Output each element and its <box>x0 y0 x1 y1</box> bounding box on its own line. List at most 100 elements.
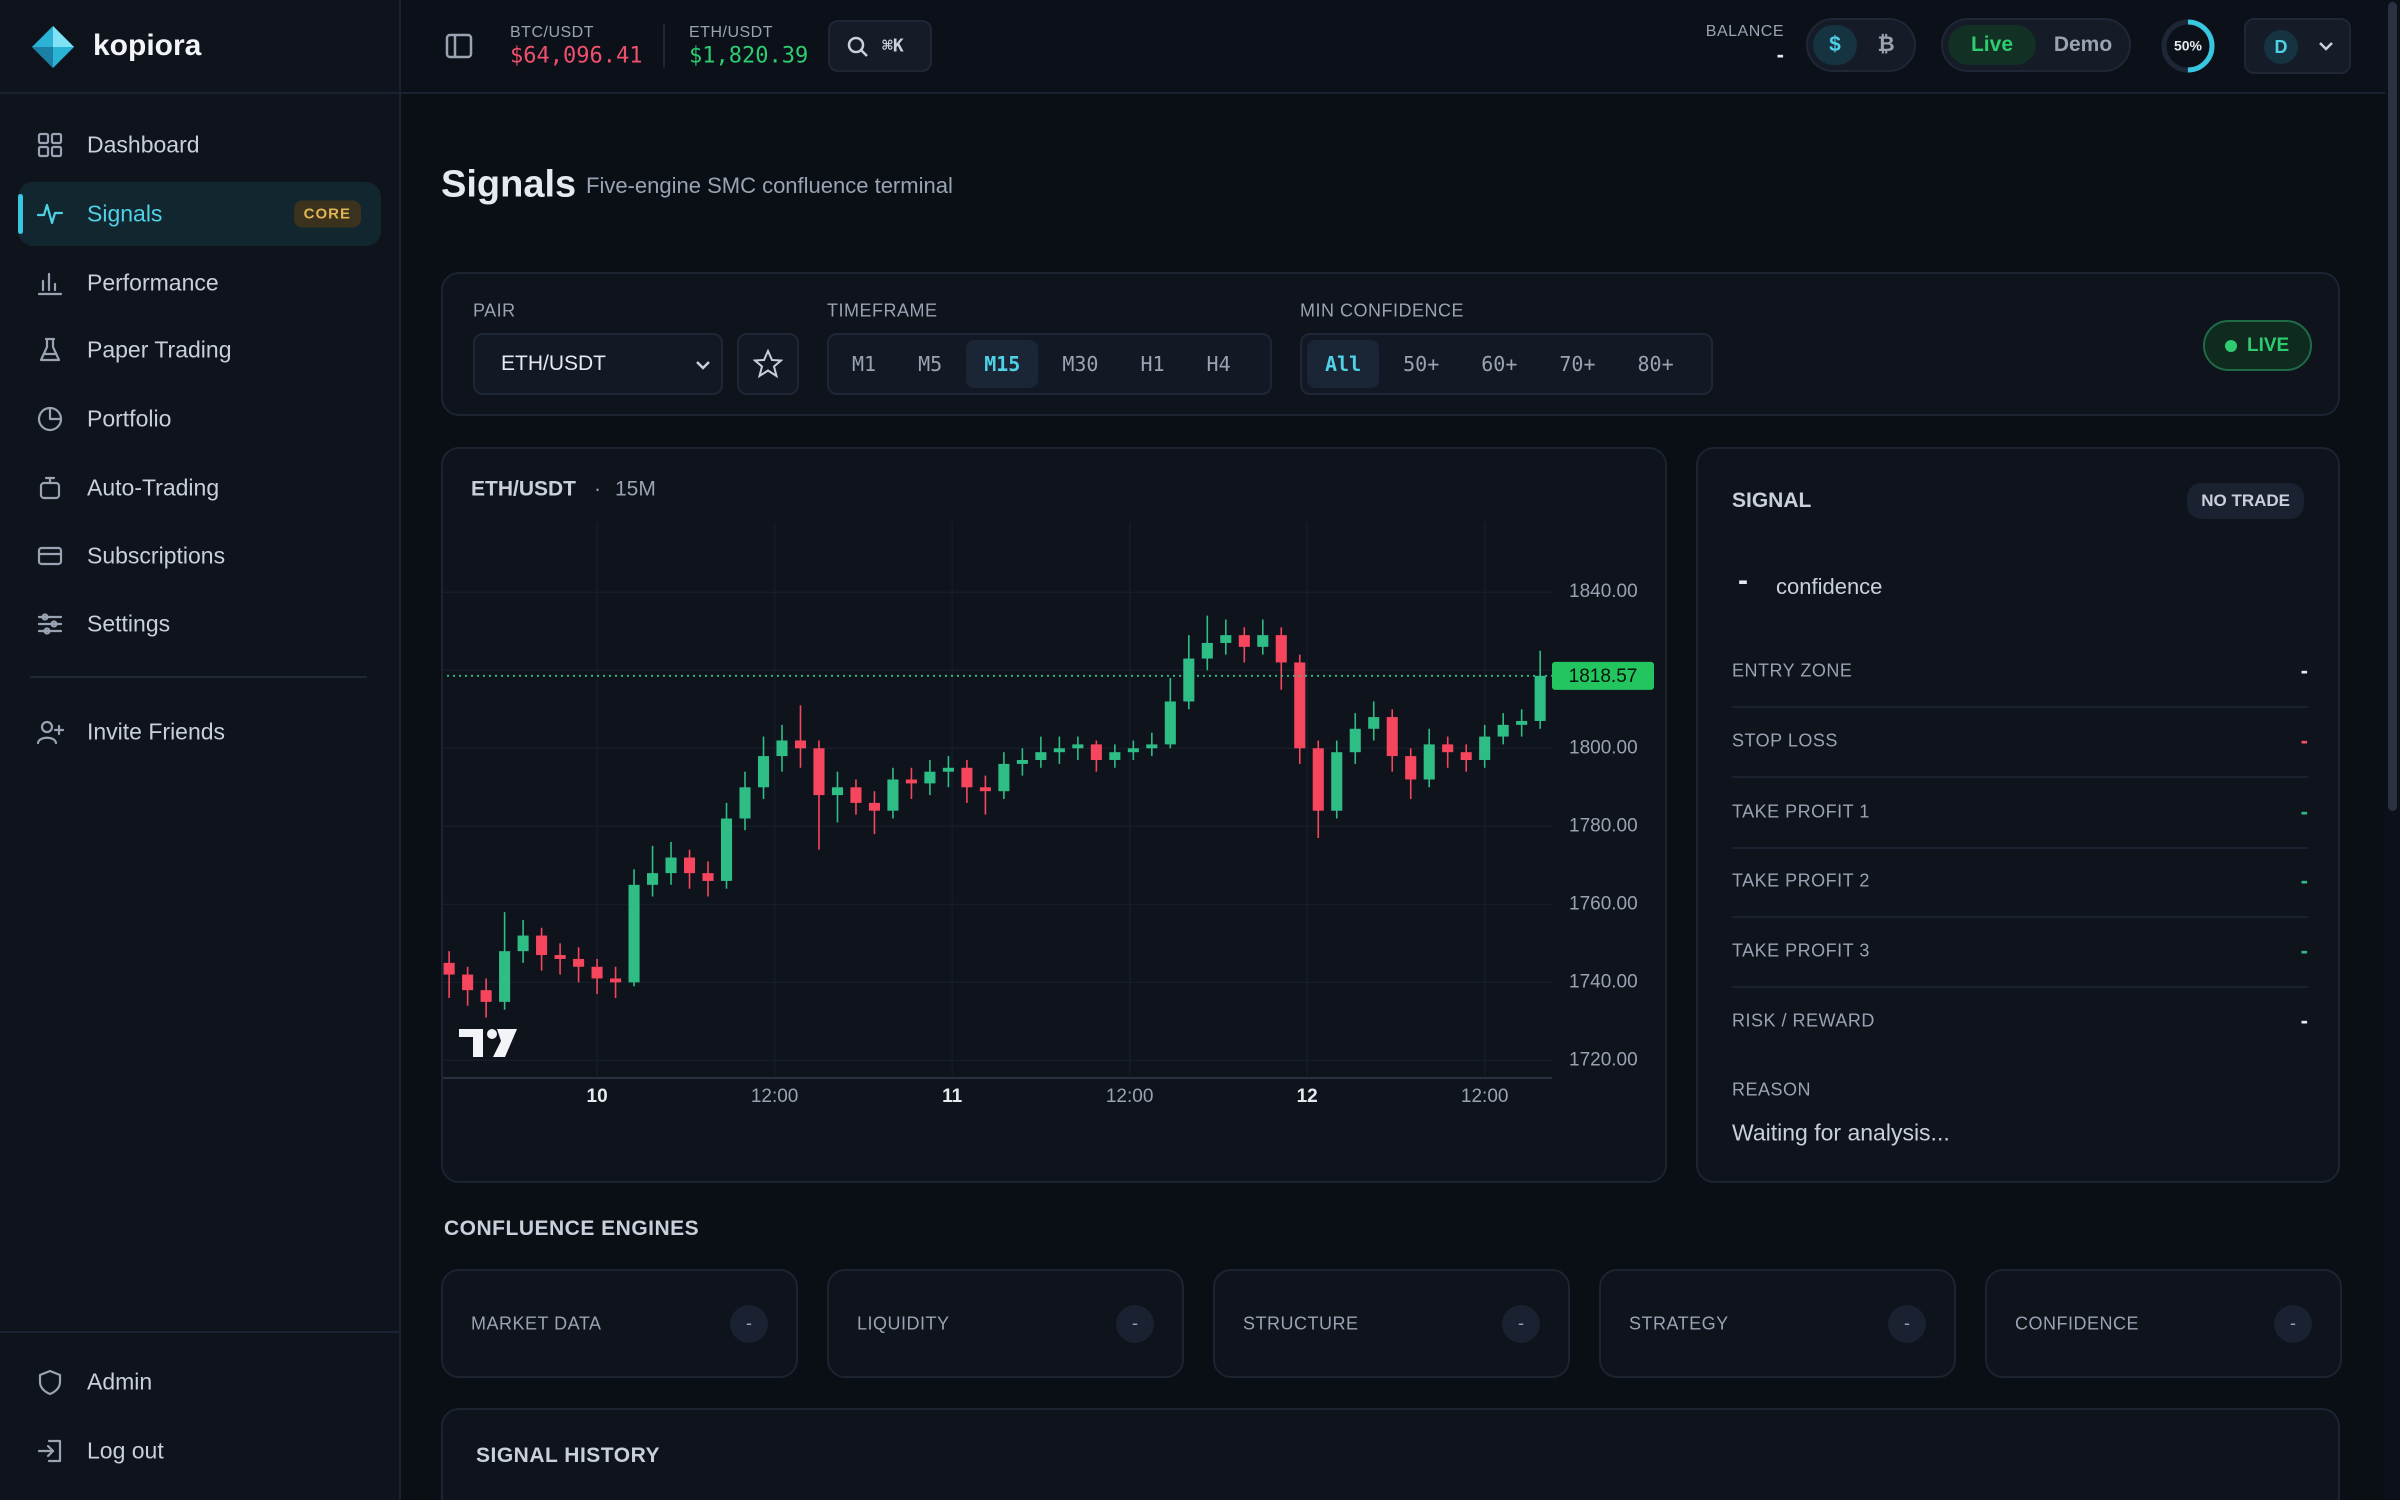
candle-body <box>517 935 529 952</box>
candle-body <box>813 748 825 796</box>
chart: ETH/USDT · 15M 1720.00 1740.00 1760.00 1780… <box>443 478 1654 1107</box>
favorite-button[interactable] <box>737 333 799 395</box>
nav-item[interactable]: Performance <box>18 251 381 315</box>
nav-icon <box>37 1439 62 1463</box>
filter-option[interactable]: 80+ <box>1637 352 1674 376</box>
candle-body <box>887 779 899 811</box>
candle-body <box>1164 701 1176 745</box>
nav-item[interactable]: Paper Trading <box>18 318 381 382</box>
filter-option[interactable]: All <box>1307 340 1380 388</box>
chart-interval: 15M <box>615 478 656 501</box>
candle-body <box>462 974 474 991</box>
signal-row: TAKE PROFIT 1 - <box>1732 777 2308 849</box>
engine-card: STRATEGY - <box>1599 1269 1956 1378</box>
engines-title: CONFLUENCE ENGINES <box>444 1217 700 1240</box>
candle-body <box>702 873 714 881</box>
candle-body <box>1349 728 1361 753</box>
filter-option[interactable]: M5 <box>918 352 943 376</box>
candle-body <box>499 951 511 1002</box>
timeframe-group: M1 M5 M15 M30 H1 H4 <box>827 333 1272 395</box>
nav-label: Log out <box>87 1437 164 1464</box>
currency-option[interactable]: $ <box>1813 25 1857 65</box>
filter-option[interactable]: M30 <box>1062 352 1099 376</box>
x-tick-label: 11 <box>942 1086 963 1107</box>
nav-item[interactable]: Subscriptions <box>18 524 381 588</box>
shape <box>53 26 74 47</box>
currency-option[interactable]: ₿ <box>1877 33 1895 56</box>
candle-body <box>1127 748 1139 753</box>
search-button[interactable]: ⌘K <box>828 20 932 72</box>
nav-icon <box>37 272 63 296</box>
candle-body <box>1146 744 1158 749</box>
nav-item[interactable]: Signals CORE <box>18 182 381 246</box>
candle-body <box>998 763 1010 792</box>
engine-card: LIQUIDITY - <box>827 1269 1184 1378</box>
candle-body <box>942 767 954 772</box>
filter-bar: PAIR ETH/USDT TIMEFRAME M1 M5 M15 M30 H1 H4 M… <box>441 272 2340 416</box>
candle-body <box>1090 744 1102 760</box>
candle-body <box>1368 717 1380 729</box>
confidence-group: All 50+ 60+ 70+ 80+ <box>1300 333 1713 395</box>
nav-item[interactable]: Portfolio <box>18 387 381 451</box>
nav-item[interactable]: Invite Friends <box>18 700 381 764</box>
candle-body <box>739 787 751 819</box>
signal-status: NO TRADE <box>2187 483 2304 519</box>
candle-body <box>1442 744 1454 753</box>
candle-body <box>905 779 917 784</box>
x-tick-label: 12:00 <box>751 1086 799 1107</box>
pair-value: ETH/USDT <box>501 352 606 375</box>
candle-body <box>757 756 770 788</box>
candle-body <box>610 978 622 983</box>
candle-body <box>1238 635 1250 647</box>
progress-label: 50% <box>2174 38 2203 54</box>
ticker-pair: ETH/USDT <box>689 24 773 41</box>
filter-label: MIN CONFIDENCE <box>1300 300 1464 321</box>
candle-body <box>1386 717 1398 757</box>
filter-option[interactable]: H1 <box>1140 352 1165 376</box>
nav-item[interactable]: Log out <box>18 1419 381 1483</box>
ring-progress <box>2161 19 2215 73</box>
nav-label: Paper Trading <box>87 336 232 363</box>
nav-item[interactable]: Dashboard <box>18 113 381 177</box>
nav-icon <box>36 203 64 225</box>
live-text: LIVE <box>2247 335 2290 356</box>
filter-option[interactable]: M15 <box>966 340 1039 388</box>
mode-option[interactable]: Live <box>1948 25 2036 65</box>
signal-row: STOP LOSS - <box>1732 706 2308 778</box>
filter-option[interactable]: 70+ <box>1559 352 1596 376</box>
scrollbar-thumb[interactable] <box>2388 2 2397 811</box>
row-label: TAKE PROFIT 1 <box>1732 801 1870 822</box>
signal-row: TAKE PROFIT 2 - <box>1732 846 2308 918</box>
filter-option[interactable]: 50+ <box>1403 352 1440 376</box>
nav-item[interactable]: Settings <box>18 592 381 656</box>
nav-label: Settings <box>87 610 171 637</box>
candle-body <box>1016 759 1028 764</box>
shape <box>493 1029 517 1057</box>
divider <box>0 1331 399 1333</box>
nav-icon <box>37 406 63 432</box>
filter-option[interactable]: M1 <box>852 352 877 376</box>
mode-option[interactable]: Demo <box>2053 33 2113 56</box>
shape <box>39 337 61 362</box>
page-title: Signals <box>441 163 577 206</box>
candle-body <box>1257 635 1269 647</box>
user-menu[interactable]: D <box>2244 18 2351 74</box>
filter-option[interactable]: H4 <box>1206 352 1231 376</box>
candle-body <box>1035 752 1047 760</box>
nav-icon <box>36 720 64 745</box>
nav-item[interactable]: Auto-Trading <box>18 456 381 520</box>
candle-body <box>1516 720 1528 725</box>
candle-body <box>1405 756 1417 780</box>
candle-body <box>1220 635 1232 643</box>
candle-body <box>647 873 659 885</box>
pair-select[interactable]: ETH/USDT <box>473 333 723 395</box>
shape <box>445 33 473 59</box>
filter-option[interactable]: 60+ <box>1481 352 1518 376</box>
candle-body <box>776 740 788 757</box>
live-badge: LIVE <box>2203 320 2312 371</box>
shape <box>50 620 58 628</box>
x-tick-label: 12:00 <box>1461 1086 1509 1107</box>
nav-item[interactable]: Admin <box>18 1350 381 1414</box>
sidebar-toggle[interactable] <box>445 33 473 59</box>
